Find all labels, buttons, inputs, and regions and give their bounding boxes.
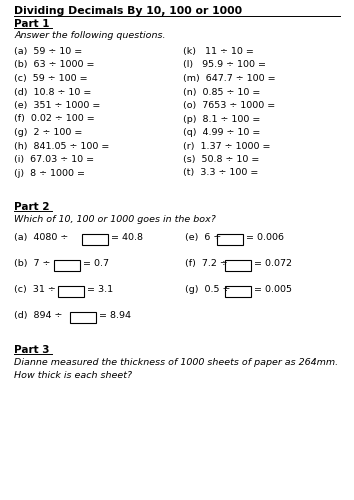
Text: (f)  7.2 ÷: (f) 7.2 ÷ xyxy=(185,259,228,268)
Text: = 0.006: = 0.006 xyxy=(246,233,284,242)
Text: Part 2: Part 2 xyxy=(14,202,50,212)
Text: Dividing Decimals By 10, 100 or 1000: Dividing Decimals By 10, 100 or 1000 xyxy=(14,6,242,16)
Text: (l)   95.9 ÷ 100 =: (l) 95.9 ÷ 100 = xyxy=(183,60,266,70)
Text: = 0.7: = 0.7 xyxy=(83,259,109,268)
Text: = 40.8: = 40.8 xyxy=(111,233,143,242)
Text: Part 3: Part 3 xyxy=(14,345,50,355)
Text: = 0.005: = 0.005 xyxy=(254,285,292,294)
Text: (e)  351 ÷ 1000 =: (e) 351 ÷ 1000 = xyxy=(14,101,101,110)
Text: (a)  59 ÷ 10 =: (a) 59 ÷ 10 = xyxy=(14,47,82,56)
Bar xyxy=(225,286,251,297)
Text: (q)  4.99 ÷ 10 =: (q) 4.99 ÷ 10 = xyxy=(183,128,261,137)
Bar xyxy=(58,286,84,297)
Text: How thick is each sheet?: How thick is each sheet? xyxy=(14,371,132,380)
Bar xyxy=(70,312,96,323)
Text: (t)  3.3 ÷ 100 =: (t) 3.3 ÷ 100 = xyxy=(183,168,258,177)
Text: (e)  6 ÷: (e) 6 ÷ xyxy=(185,233,221,242)
Text: (g)  2 ÷ 100 =: (g) 2 ÷ 100 = xyxy=(14,128,82,137)
Text: (d)  10.8 ÷ 10 =: (d) 10.8 ÷ 10 = xyxy=(14,88,91,96)
Bar xyxy=(217,234,243,245)
Text: (b)  7 ÷: (b) 7 ÷ xyxy=(14,259,50,268)
Text: (n)  0.85 ÷ 10 =: (n) 0.85 ÷ 10 = xyxy=(183,88,261,96)
Text: (i)  67.03 ÷ 10 =: (i) 67.03 ÷ 10 = xyxy=(14,155,94,164)
Bar xyxy=(225,260,251,271)
Text: = 3.1: = 3.1 xyxy=(87,285,113,294)
Text: (b)  63 ÷ 1000 =: (b) 63 ÷ 1000 = xyxy=(14,60,95,70)
Text: (s)  50.8 ÷ 10 =: (s) 50.8 ÷ 10 = xyxy=(183,155,259,164)
Text: Answer the following questions.: Answer the following questions. xyxy=(14,31,166,40)
Text: Which of 10, 100 or 1000 goes in the box?: Which of 10, 100 or 1000 goes in the box… xyxy=(14,215,216,224)
Text: (r)  1.37 ÷ 1000 =: (r) 1.37 ÷ 1000 = xyxy=(183,142,270,150)
Text: (g)  0.5 ÷: (g) 0.5 ÷ xyxy=(185,285,230,294)
Text: Part 1: Part 1 xyxy=(14,19,50,29)
Text: = 8.94: = 8.94 xyxy=(99,311,131,320)
Text: Dianne measured the thickness of 1000 sheets of paper as 264mm.: Dianne measured the thickness of 1000 sh… xyxy=(14,358,338,367)
Text: (c)  59 ÷ 100 =: (c) 59 ÷ 100 = xyxy=(14,74,88,83)
Text: (m)  647.7 ÷ 100 =: (m) 647.7 ÷ 100 = xyxy=(183,74,276,83)
Text: (k)   11 ÷ 10 =: (k) 11 ÷ 10 = xyxy=(183,47,254,56)
Text: (o)  7653 ÷ 1000 =: (o) 7653 ÷ 1000 = xyxy=(183,101,275,110)
Text: (a)  4080 ÷: (a) 4080 ÷ xyxy=(14,233,68,242)
Bar xyxy=(82,234,108,245)
Text: (c)  31 ÷: (c) 31 ÷ xyxy=(14,285,56,294)
Text: (j)  8 ÷ 1000 =: (j) 8 ÷ 1000 = xyxy=(14,168,85,177)
Text: (f)  0.02 ÷ 100 =: (f) 0.02 ÷ 100 = xyxy=(14,114,95,124)
Bar xyxy=(54,260,80,271)
Text: (h)  841.05 ÷ 100 =: (h) 841.05 ÷ 100 = xyxy=(14,142,109,150)
Text: (d)  894 ÷: (d) 894 ÷ xyxy=(14,311,62,320)
Text: = 0.072: = 0.072 xyxy=(254,259,292,268)
Text: (p)  8.1 ÷ 100 =: (p) 8.1 ÷ 100 = xyxy=(183,114,261,124)
